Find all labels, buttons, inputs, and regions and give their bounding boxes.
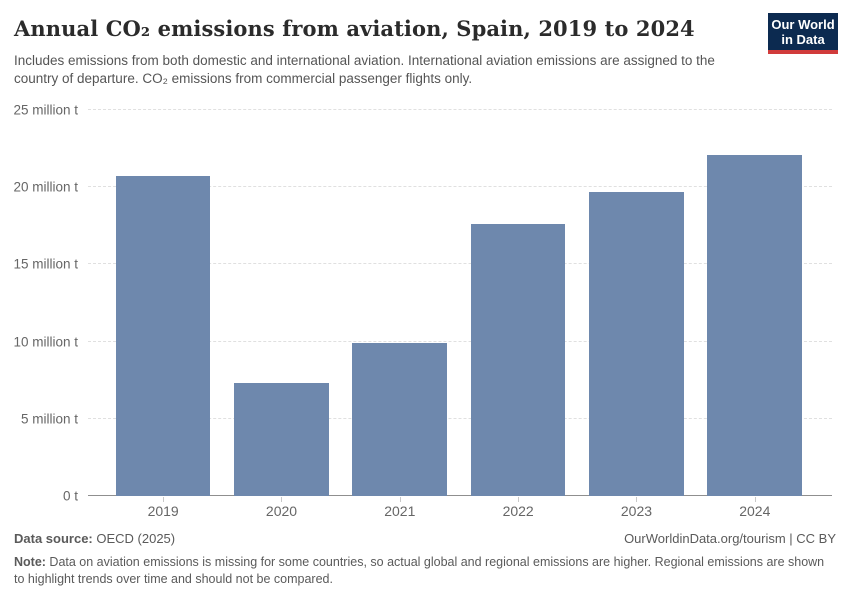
- footer: Data source: OECD (2025) OurWorldinData.…: [14, 531, 836, 600]
- bar-slot-2024: [696, 110, 814, 496]
- x-tick-2021: 2021: [341, 496, 459, 522]
- bar-2021[interactable]: [352, 343, 448, 496]
- bar-2019[interactable]: [115, 176, 211, 496]
- y-tick-label: 25 million t: [13, 102, 78, 118]
- x-tick-mark: [754, 497, 756, 502]
- footnote: Note: Data on aviation emissions is miss…: [14, 554, 836, 589]
- owid-logo[interactable]: Our World in Data: [768, 13, 838, 54]
- x-tick-mark: [281, 497, 283, 502]
- data-source: Data source: OECD (2025): [14, 531, 175, 546]
- gridline-0: 0 t: [63, 489, 832, 504]
- footnote-text: Data on aviation emissions is missing fo…: [14, 555, 825, 587]
- x-tick-mark: [518, 497, 520, 502]
- bar-slot-2021: [341, 110, 459, 496]
- y-tick-label: 5 million t: [20, 411, 78, 427]
- y-tick-label: 20 million t: [13, 179, 78, 195]
- x-tick-2023: 2023: [577, 496, 695, 522]
- x-axis-labels: 2019 2020 2021 2022 2023 2024: [104, 496, 814, 522]
- bar-slot-2020: [222, 110, 340, 496]
- bar-2020[interactable]: [234, 383, 329, 496]
- gridline-25: 25 million t: [13, 103, 832, 118]
- gridline-10: 10 million t: [13, 334, 832, 349]
- y-tick-label: 15 million t: [13, 256, 78, 272]
- x-tick-mark: [163, 497, 165, 502]
- gridline-15: 15 million t: [13, 257, 832, 272]
- bar-2024[interactable]: [707, 154, 803, 496]
- gridline-5: 5 million t: [21, 411, 832, 426]
- plot-area: 0 t 5 million t 10 million t 15 million t 20…: [13, 103, 832, 519]
- x-tick-mark: [636, 497, 638, 502]
- bar-2022[interactable]: [470, 224, 566, 496]
- x-tick-2022: 2022: [459, 496, 577, 522]
- y-tick-label: 10 million t: [13, 334, 78, 350]
- attribution-link[interactable]: OurWorldinData.org/tourism | CC BY: [624, 531, 836, 546]
- x-tick-2020: 2020: [222, 496, 340, 522]
- owid-logo-line2: in Data: [781, 32, 825, 47]
- bar-slot-2022: [459, 110, 577, 496]
- bar-2023[interactable]: [589, 191, 684, 496]
- x-tick-mark: [399, 497, 401, 502]
- x-tick-2024: 2024: [696, 496, 814, 522]
- footnote-label: Note:: [14, 555, 46, 569]
- bar-slot-2023: [577, 110, 695, 496]
- x-tick-2019: 2019: [104, 496, 222, 522]
- gridline-20: 20 million t: [13, 180, 832, 195]
- y-tick-label: 0 t: [62, 488, 78, 504]
- data-source-value: OECD (2025): [92, 531, 176, 546]
- data-source-label: Data source:: [14, 531, 93, 546]
- owid-logo-line1: Our World: [771, 17, 835, 32]
- bars-layer: [104, 110, 814, 496]
- bar-slot-2019: [104, 110, 222, 496]
- page-title: Annual CO₂ emissions from aviation, Spai…: [14, 16, 695, 41]
- chart-subtitle: Includes emissions from both domestic an…: [14, 53, 715, 86]
